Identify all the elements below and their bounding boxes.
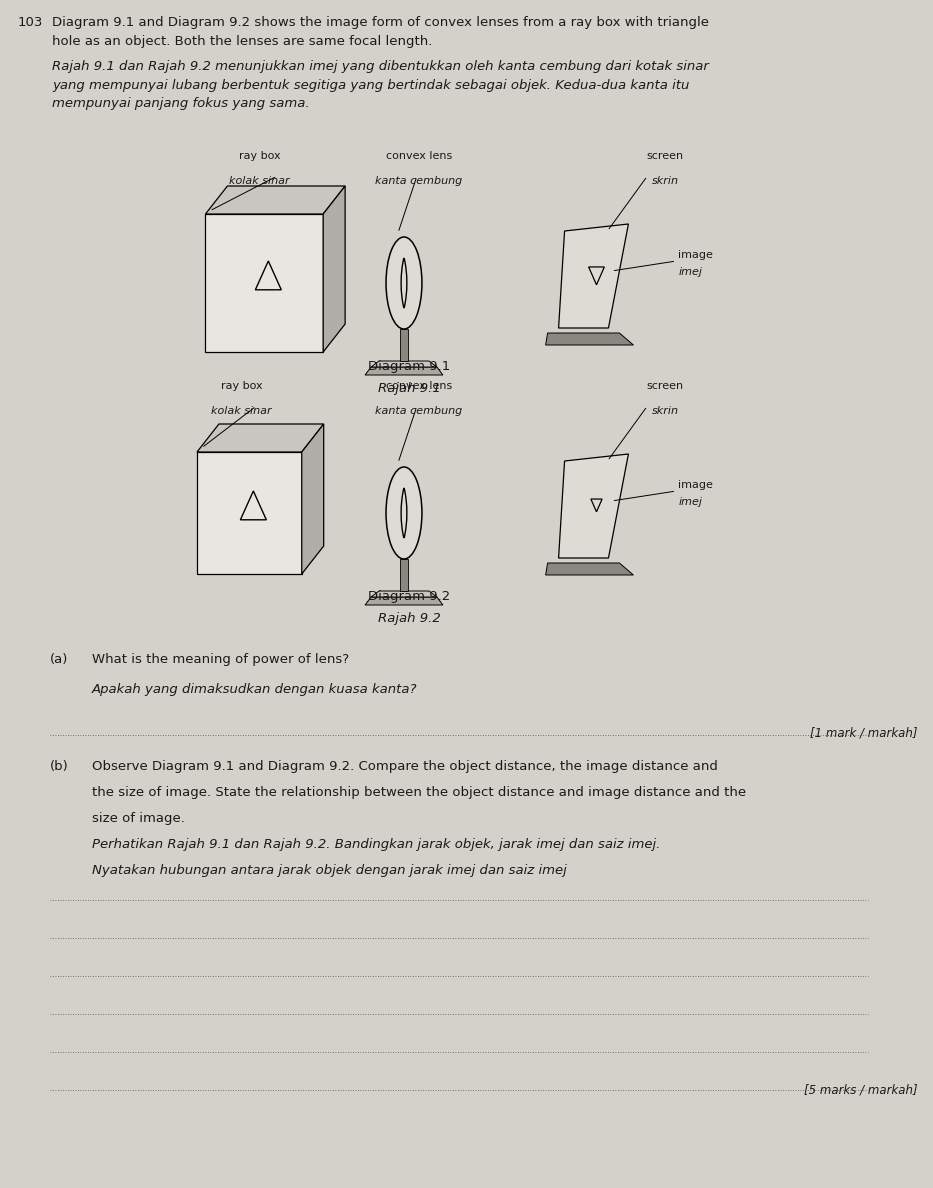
Text: 103: 103: [18, 15, 43, 29]
Text: convex lens: convex lens: [386, 151, 453, 162]
Text: (b): (b): [49, 760, 69, 773]
Polygon shape: [323, 187, 345, 352]
Polygon shape: [205, 187, 345, 214]
Text: Observe Diagram 9.1 and Diagram 9.2. Compare the object distance, the image dist: Observe Diagram 9.1 and Diagram 9.2. Com…: [91, 760, 717, 773]
Ellipse shape: [386, 236, 422, 329]
Text: kanta cembung: kanta cembung: [375, 176, 463, 187]
Text: skrin: skrin: [652, 406, 679, 416]
Polygon shape: [205, 214, 323, 352]
Text: kolak sinar: kolak sinar: [211, 406, 272, 416]
Text: What is the meaning of power of lens?: What is the meaning of power of lens?: [91, 653, 349, 666]
Text: screen: screen: [647, 151, 684, 162]
Text: screen: screen: [647, 381, 684, 391]
Polygon shape: [559, 454, 629, 558]
Polygon shape: [400, 560, 408, 590]
Text: the size of image. State the relationship between the object distance and image : the size of image. State the relationshi…: [91, 786, 745, 800]
Text: kolak sinar: kolak sinar: [229, 176, 289, 187]
Polygon shape: [197, 451, 301, 574]
Text: Rajah 9.2: Rajah 9.2: [378, 612, 440, 625]
Text: [5 marks / markah]: [5 marks / markah]: [804, 1083, 918, 1097]
Text: Diagram 9.1: Diagram 9.1: [368, 360, 450, 373]
Polygon shape: [546, 333, 634, 345]
Polygon shape: [197, 424, 324, 451]
Text: imej: imej: [678, 497, 703, 507]
Text: [1 mark / markah]: [1 mark / markah]: [810, 727, 918, 739]
Polygon shape: [365, 367, 443, 375]
Text: convex lens: convex lens: [386, 381, 453, 391]
Text: skrin: skrin: [652, 176, 679, 187]
Text: Perhatikan Rajah 9.1 dan Rajah 9.2. Bandingkan jarak objek, jarak imej dan saiz : Perhatikan Rajah 9.1 dan Rajah 9.2. Band…: [91, 838, 661, 851]
Text: image: image: [678, 480, 713, 489]
Polygon shape: [301, 424, 324, 574]
Text: ray box: ray box: [220, 381, 262, 391]
Ellipse shape: [386, 467, 422, 560]
Text: Apakah yang dimaksudkan dengan kuasa kanta?: Apakah yang dimaksudkan dengan kuasa kan…: [91, 683, 417, 696]
Text: image: image: [678, 249, 713, 260]
Text: Rajah 9.1 dan Rajah 9.2 menunjukkan imej yang dibentukkan oleh kanta cembung dar: Rajah 9.1 dan Rajah 9.2 menunjukkan imej…: [52, 61, 709, 110]
Text: Diagram 9.1 and Diagram 9.2 shows the image form of convex lenses from a ray box: Diagram 9.1 and Diagram 9.2 shows the im…: [52, 15, 709, 48]
Polygon shape: [371, 590, 437, 598]
Text: ray box: ray box: [239, 151, 280, 162]
Text: kanta cembung: kanta cembung: [375, 406, 463, 416]
Text: size of image.: size of image.: [91, 813, 185, 824]
Text: imej: imej: [678, 267, 703, 277]
Polygon shape: [371, 361, 437, 367]
Text: Nyatakan hubungan antara jarak objek dengan jarak imej dan saiz imej: Nyatakan hubungan antara jarak objek den…: [91, 864, 566, 877]
Polygon shape: [559, 225, 629, 328]
Text: Diagram 9.2: Diagram 9.2: [368, 590, 450, 604]
Polygon shape: [400, 329, 408, 361]
Polygon shape: [365, 598, 443, 605]
Polygon shape: [546, 563, 634, 575]
Text: (a): (a): [49, 653, 68, 666]
Text: Rajah 9.1: Rajah 9.1: [378, 383, 440, 394]
